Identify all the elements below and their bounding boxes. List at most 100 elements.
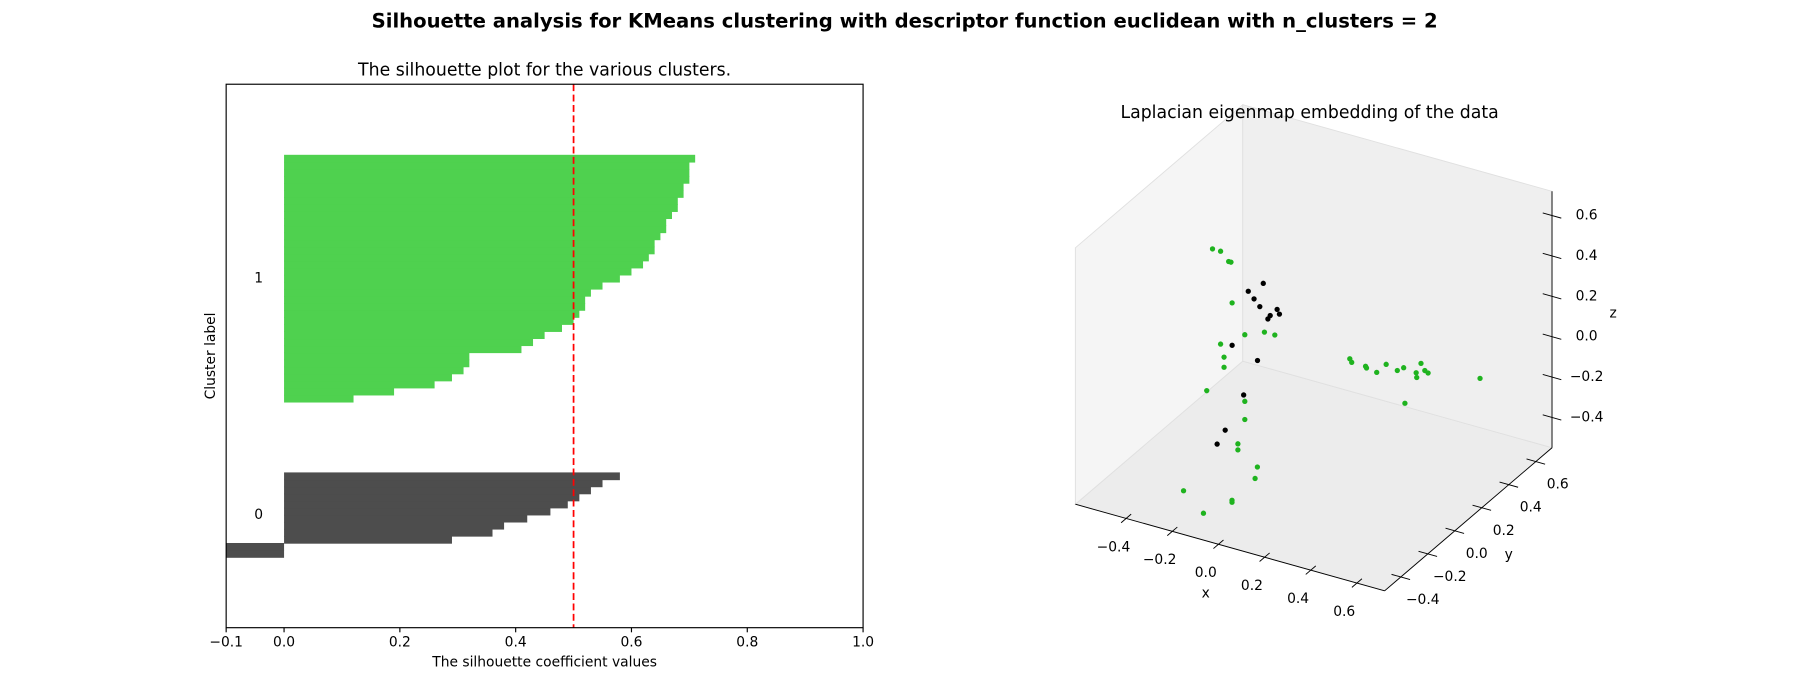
point bbox=[1272, 332, 1278, 338]
point bbox=[1363, 365, 1370, 371]
silhouette-bar bbox=[284, 359, 470, 368]
point bbox=[1229, 342, 1235, 348]
silhouette-bar bbox=[284, 479, 603, 488]
z-tick-label: 0.2 bbox=[1576, 288, 1598, 304]
z-tick bbox=[1542, 333, 1562, 340]
y-tick-label: −0.2 bbox=[1433, 569, 1467, 585]
point bbox=[1418, 360, 1424, 367]
silhouette-bar bbox=[284, 190, 684, 198]
silhouette-bar bbox=[284, 197, 678, 205]
point bbox=[1235, 447, 1241, 453]
x-tick-label: 0.0 bbox=[273, 635, 295, 651]
silhouette-bar bbox=[284, 535, 452, 544]
silhouette-bar bbox=[284, 324, 562, 332]
point bbox=[1229, 499, 1235, 505]
x-tick-label: −0.4 bbox=[1097, 539, 1131, 555]
point bbox=[1200, 510, 1207, 516]
silhouette-bar bbox=[284, 303, 586, 311]
chart-title: Laplacian eigenmap embedding of the data bbox=[1120, 103, 1498, 123]
x-tick-label: 0.6 bbox=[620, 635, 642, 651]
silhouette-bar bbox=[284, 331, 545, 340]
point bbox=[1276, 311, 1283, 317]
point bbox=[1260, 280, 1266, 286]
silhouette-bar bbox=[284, 295, 586, 304]
x-tick bbox=[1213, 539, 1224, 549]
silhouette-bar bbox=[284, 161, 690, 170]
silhouette-bar bbox=[284, 183, 684, 191]
point bbox=[1402, 400, 1408, 406]
silhouette-bar bbox=[284, 394, 354, 403]
y-axis-label: y bbox=[1505, 547, 1513, 563]
z-tick bbox=[1542, 293, 1562, 300]
point bbox=[1235, 441, 1241, 447]
silhouette-bar bbox=[284, 507, 551, 516]
chart-title: The silhouette plot for the various clus… bbox=[357, 60, 731, 80]
x-tick bbox=[1259, 552, 1270, 562]
point bbox=[1254, 357, 1261, 364]
silhouette-bar bbox=[284, 246, 655, 255]
y-tick bbox=[1472, 504, 1492, 511]
point bbox=[1413, 370, 1419, 376]
point bbox=[1222, 427, 1228, 433]
x-tick-label: −0.2 bbox=[1143, 552, 1177, 568]
silhouette-bar bbox=[284, 218, 667, 227]
axes-frame bbox=[225, 83, 864, 629]
point bbox=[1274, 306, 1280, 313]
silhouette-bar bbox=[284, 288, 591, 297]
silhouette-bar bbox=[226, 542, 285, 551]
point bbox=[1242, 332, 1248, 338]
cluster-label: 0 bbox=[254, 507, 263, 523]
silhouette-bar bbox=[284, 528, 493, 537]
y-tick bbox=[1445, 527, 1465, 534]
silhouette-bar bbox=[284, 281, 603, 290]
silhouette-bar bbox=[284, 204, 678, 212]
silhouette-bar bbox=[284, 352, 470, 361]
y-tick bbox=[1391, 573, 1411, 581]
point bbox=[1349, 359, 1355, 365]
z-tick bbox=[1542, 212, 1562, 219]
figure-title: Silhouette analysis for KMeans clusterin… bbox=[372, 9, 1438, 32]
x-tick-label: 0.0 bbox=[1195, 565, 1217, 581]
point bbox=[1477, 375, 1483, 382]
silhouette-bar bbox=[284, 211, 673, 220]
x-tick bbox=[1166, 526, 1178, 537]
cluster-label: 1 bbox=[254, 270, 263, 286]
point bbox=[1254, 464, 1261, 470]
x-tick-label: 0.2 bbox=[1241, 578, 1263, 594]
x-axis-line bbox=[1075, 503, 1385, 592]
point bbox=[1425, 370, 1431, 376]
silhouette-bar bbox=[284, 267, 632, 276]
point bbox=[1257, 303, 1263, 310]
silhouette-bar bbox=[284, 345, 522, 354]
y-tick-label: −0.4 bbox=[1406, 592, 1440, 608]
silhouette-bar bbox=[284, 274, 620, 283]
point bbox=[1228, 259, 1234, 265]
point bbox=[1241, 392, 1247, 398]
silhouette-bar bbox=[284, 387, 395, 396]
x-tick-label: 0.2 bbox=[389, 635, 411, 651]
silhouette-bar bbox=[284, 260, 644, 269]
silhouette-bar bbox=[284, 472, 620, 481]
z-tick-label: −0.4 bbox=[1570, 409, 1604, 425]
silhouette-bar bbox=[284, 373, 452, 382]
silhouette-bar bbox=[284, 225, 667, 234]
z-tick-label: 0.6 bbox=[1576, 208, 1598, 224]
silhouette-bar bbox=[284, 486, 591, 495]
y-tick bbox=[1526, 458, 1546, 465]
silhouette-bar bbox=[284, 380, 435, 389]
y-tick-label: 0.6 bbox=[1547, 477, 1569, 493]
x-tick-label: 0.6 bbox=[1333, 604, 1355, 620]
point bbox=[1180, 488, 1187, 494]
x-tick-label: 0.8 bbox=[736, 635, 758, 651]
point bbox=[1374, 369, 1380, 376]
point bbox=[1209, 246, 1216, 252]
silhouette-bar bbox=[284, 232, 661, 241]
point bbox=[1265, 316, 1271, 322]
silhouette-bar bbox=[284, 366, 464, 375]
point bbox=[1229, 300, 1235, 306]
silhouette-bar bbox=[284, 168, 690, 177]
silhouette-bar bbox=[284, 500, 568, 509]
y-axis-line bbox=[1384, 447, 1553, 592]
silhouette-bar bbox=[284, 521, 505, 530]
